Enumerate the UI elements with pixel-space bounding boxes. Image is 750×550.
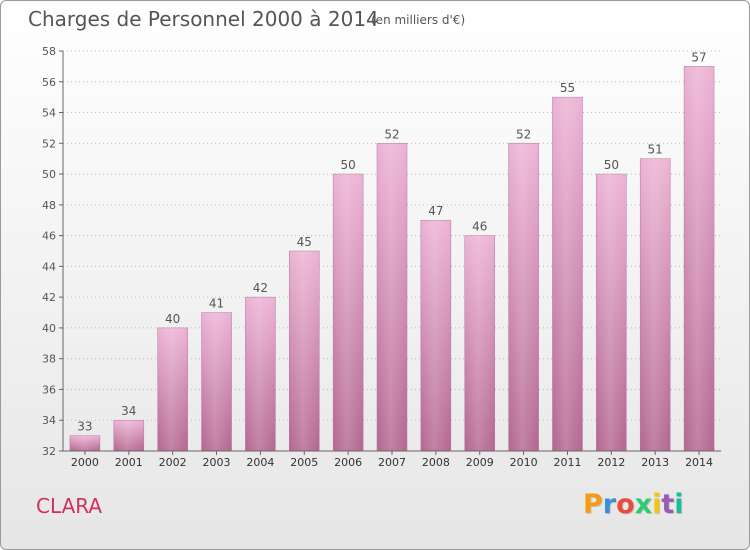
x-tick-label: 2007 (378, 456, 406, 469)
value-label: 41 (209, 297, 224, 311)
x-tick-label: 2003 (203, 456, 231, 469)
logo-letter: P (583, 489, 603, 520)
logo-letter: i (674, 489, 684, 520)
x-tick-label: 2000 (71, 456, 99, 469)
logo-letter: o (616, 489, 635, 520)
value-label: 50 (604, 158, 619, 172)
bar-sheen (464, 235, 495, 451)
value-label: 57 (691, 50, 706, 64)
value-label: 46 (472, 220, 487, 234)
x-tick-label: 2008 (422, 456, 450, 469)
y-tick-label: 52 (42, 137, 56, 150)
value-label: 50 (340, 158, 355, 172)
logo-letter: x (634, 489, 653, 520)
bar-sheen (596, 174, 627, 452)
y-tick-label: 34 (42, 414, 56, 427)
x-tick-label: 2012 (597, 456, 625, 469)
value-label: 45 (297, 235, 312, 249)
value-label: 33 (77, 420, 92, 434)
x-tick-label: 2010 (510, 456, 538, 469)
x-tick-label: 2013 (641, 456, 669, 469)
value-label: 55 (560, 81, 575, 95)
y-tick-label: 36 (42, 383, 56, 396)
x-tick-label: 2001 (115, 456, 143, 469)
bar-sheen (245, 297, 276, 451)
y-tick-label: 48 (42, 199, 56, 212)
bar-sheen (684, 66, 715, 451)
y-tick-label: 40 (42, 322, 56, 335)
y-tick-label: 44 (42, 260, 56, 273)
y-tick-label: 42 (42, 291, 56, 304)
y-tick-label: 54 (42, 107, 56, 120)
value-label: 42 (253, 281, 268, 295)
proxiti-logo[interactable]: Proxiti (583, 489, 684, 520)
chart-title: Charges de Personnel 2000 à 2014 (28, 7, 379, 31)
chart-subtitle: (en milliers d'€) (371, 13, 466, 27)
bar-sheen (333, 174, 364, 452)
y-tick-label: 38 (42, 353, 56, 366)
y-tick-label: 56 (42, 76, 56, 89)
x-tick-label: 2002 (159, 456, 187, 469)
bar-sheen (289, 251, 320, 451)
bar-sheen (420, 220, 451, 451)
bar-sheen (69, 435, 100, 451)
x-tick-label: 2005 (290, 456, 318, 469)
value-label: 40 (165, 312, 180, 326)
bar-sheen (508, 143, 539, 452)
y-tick-label: 58 (42, 45, 56, 58)
logo-letter: i (652, 489, 662, 520)
y-tick-label: 50 (42, 168, 56, 181)
y-tick-label: 32 (42, 445, 56, 458)
logo-letter: t (661, 489, 675, 520)
bar-sheen (640, 158, 671, 451)
value-label: 52 (516, 127, 531, 141)
value-label: 52 (384, 127, 399, 141)
logo-letter: r (602, 489, 617, 520)
bar-sheen (157, 327, 188, 451)
bar-sheen (377, 143, 407, 452)
value-label: 47 (428, 204, 443, 218)
y-tick-label: 46 (42, 230, 56, 243)
x-tick-label: 2014 (685, 456, 713, 469)
value-label: 51 (648, 143, 663, 157)
bar-sheen (113, 420, 144, 451)
x-tick-label: 2006 (334, 456, 362, 469)
value-label: 34 (121, 404, 136, 418)
bar-sheen (201, 312, 232, 451)
x-tick-label: 2009 (466, 456, 494, 469)
commune-name: CLARA (36, 494, 103, 518)
x-tick-label: 2011 (553, 456, 581, 469)
bar-sheen (552, 97, 583, 452)
x-tick-label: 2004 (246, 456, 274, 469)
